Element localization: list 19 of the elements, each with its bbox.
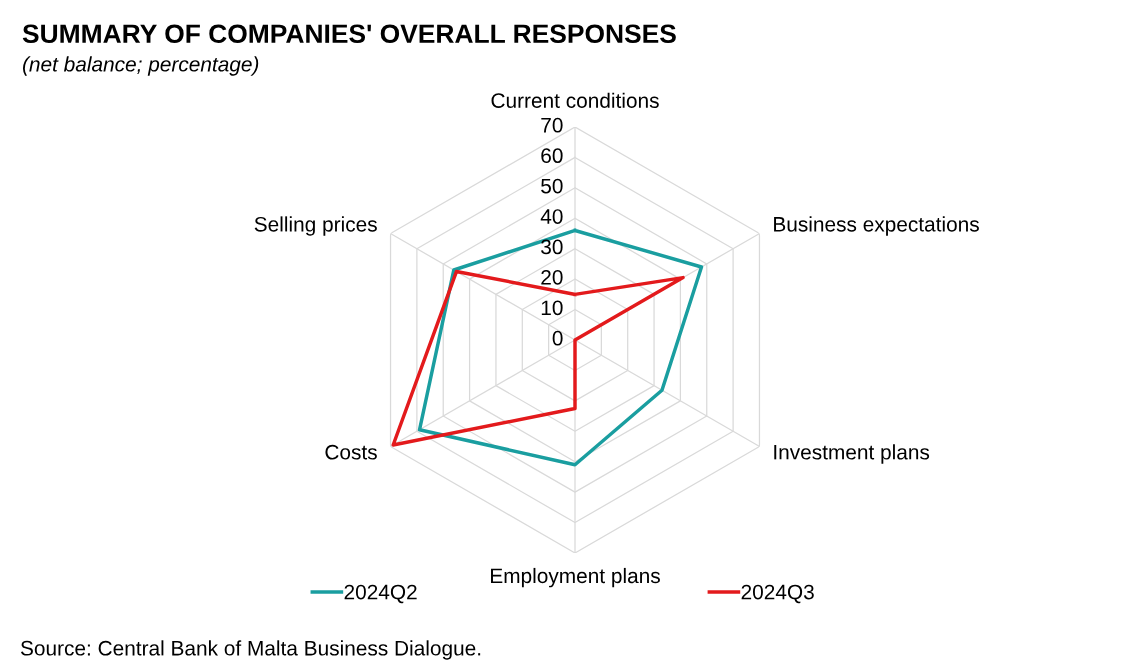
y-tick-label: 70 (541, 117, 563, 133)
spoke-label: Current conditions (491, 92, 659, 108)
y-tick-label: 40 (540, 209, 563, 224)
spoke-label: Employment plans (491, 567, 660, 588)
legend-label: 2024Q2 (344, 584, 417, 604)
legend-label: 2024Q3 (741, 584, 814, 604)
y-tick-label: 0 (552, 330, 563, 346)
spoke-label: Costs (325, 444, 377, 460)
y-tick-label: 20 (541, 269, 563, 285)
y-tick-label: 60 (541, 148, 563, 164)
y-tick-label: 50 (541, 178, 563, 194)
y-tick-label: 10 (541, 300, 563, 316)
y-tick-label: 30 (541, 239, 563, 255)
spoke-label: Business expectations (774, 216, 979, 236)
source-note: Source: Central Bank of Malta Business Dialogue. (20, 640, 481, 660)
spoke-label: Selling prices (254, 216, 377, 236)
chart-subtitle: (net balance; percentage) (22, 56, 259, 76)
spoke-label: Investment plans (774, 444, 930, 464)
chart-title: SUMMARY OF COMPANIES' OVERALL RESPONSES (22, 24, 676, 44)
